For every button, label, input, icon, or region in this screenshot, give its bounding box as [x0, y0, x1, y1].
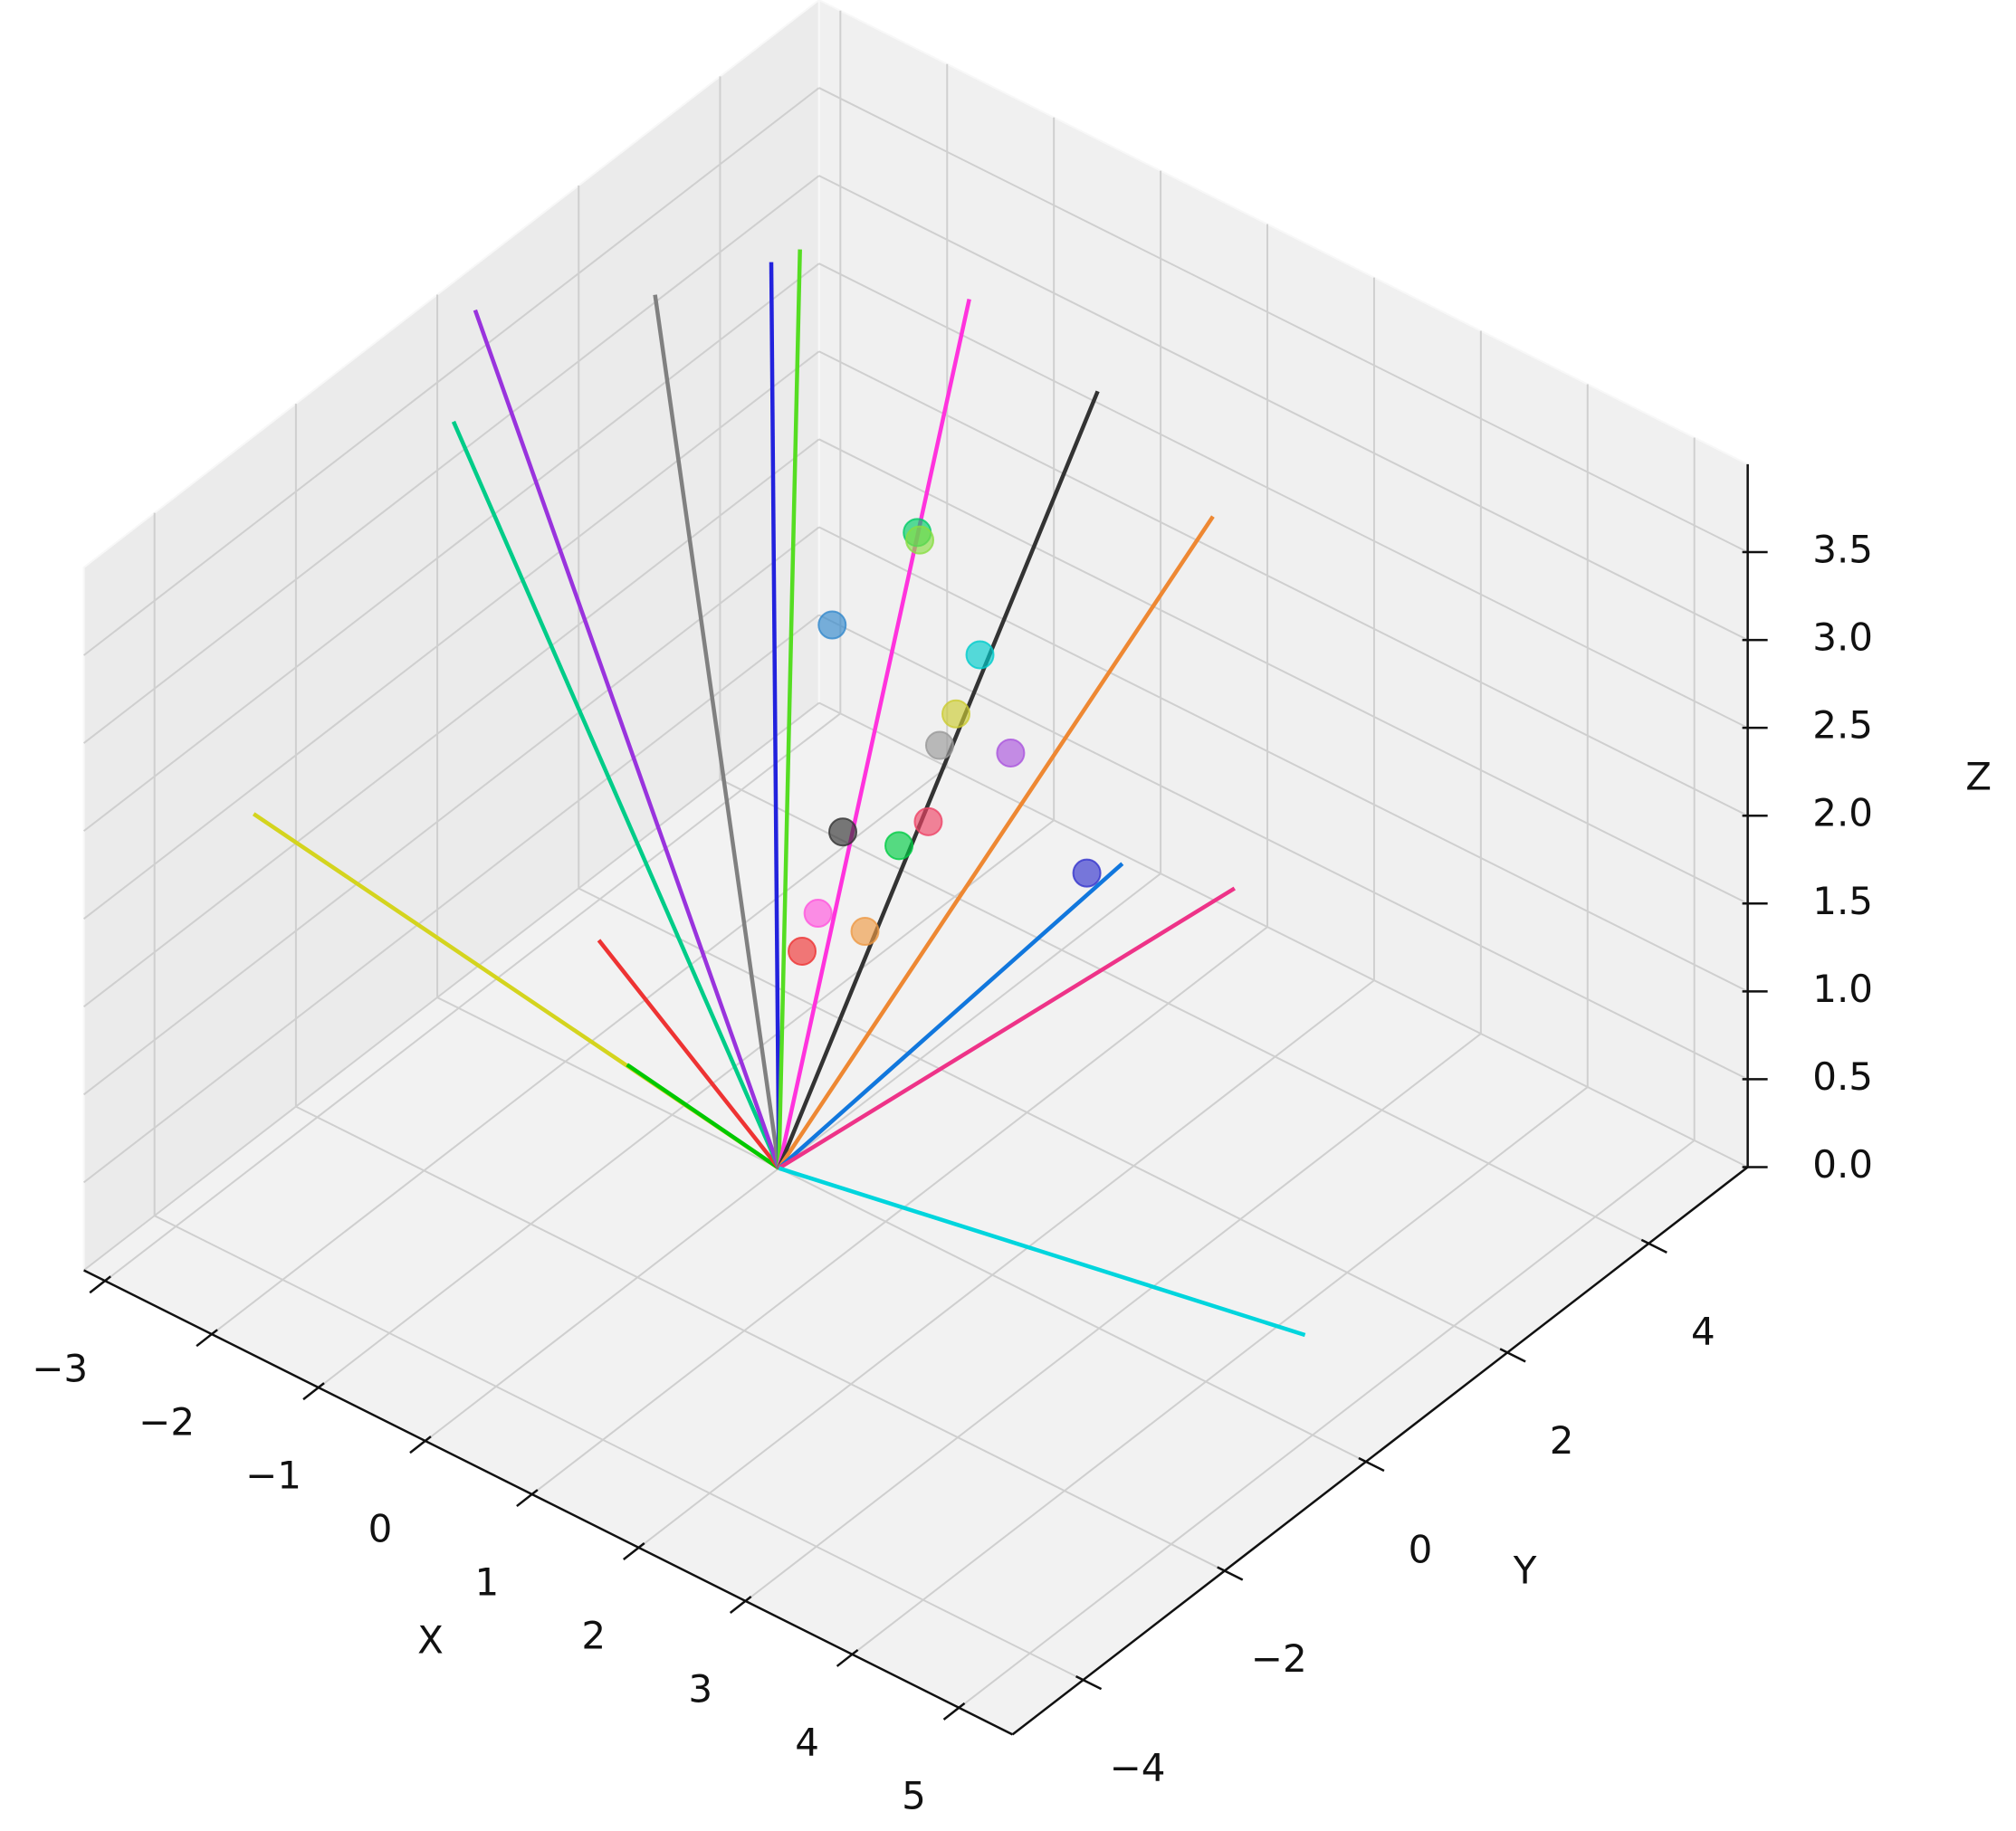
scatter-point — [884, 831, 914, 861]
line — [777, 862, 1124, 1170]
x-tick-label: −3 — [32, 1347, 88, 1391]
z-axis-label: Z — [1965, 755, 1992, 799]
grid-line — [83, 175, 820, 744]
line — [597, 939, 781, 1170]
grid-line — [83, 438, 820, 1008]
grid-line — [818, 175, 1749, 641]
x-tick — [836, 1648, 859, 1667]
x-tick — [409, 1435, 432, 1454]
y-axis-label: Y — [1513, 1548, 1537, 1592]
x-tick — [623, 1542, 645, 1561]
line — [777, 515, 1215, 1169]
z-tick-label: 0.0 — [1812, 1142, 1873, 1187]
grid-line — [818, 262, 1749, 730]
grid-line — [211, 766, 948, 1335]
x-tick-label: 5 — [902, 1773, 926, 1817]
line — [778, 886, 1236, 1170]
grid-line — [531, 926, 1268, 1495]
scatter-point — [817, 610, 847, 640]
x-tick — [516, 1489, 539, 1508]
line — [777, 390, 1100, 1169]
z-tick-label: 3.0 — [1812, 615, 1873, 660]
grid-line — [958, 1140, 1696, 1709]
scatter-point — [905, 525, 935, 555]
grid-line — [436, 997, 1367, 1463]
x-tick-label: 2 — [581, 1614, 606, 1658]
y-tick-label: 4 — [1691, 1309, 1715, 1353]
scatter-point — [803, 899, 833, 929]
x-axis-label: X — [417, 1617, 444, 1662]
x-tick-label: 1 — [474, 1560, 499, 1605]
scatter-point — [965, 640, 995, 670]
scatter-point — [941, 699, 971, 729]
scatter-point — [924, 730, 954, 760]
y-tick — [1358, 1456, 1385, 1473]
x-tick-label: 0 — [368, 1507, 393, 1551]
grid-line — [104, 712, 841, 1283]
grid-line — [83, 87, 820, 656]
y-tick-label: −2 — [1251, 1636, 1307, 1681]
grid-line — [83, 614, 820, 1184]
z-tick-label: 1.5 — [1812, 879, 1873, 923]
grid-line — [719, 778, 1649, 1245]
line — [626, 1063, 780, 1170]
y-tick — [1640, 1238, 1667, 1254]
grid-line — [295, 1105, 1226, 1572]
line — [769, 262, 781, 1168]
x-tick — [942, 1702, 966, 1721]
x-axis — [83, 1269, 1014, 1736]
line — [777, 249, 802, 1168]
scatter-point — [788, 936, 817, 966]
y-tick-label: 2 — [1550, 1418, 1574, 1463]
x-tick-label: 3 — [688, 1666, 712, 1711]
grid-line — [83, 262, 820, 832]
x-tick-label: −1 — [245, 1454, 301, 1498]
y-tick — [1217, 1566, 1244, 1581]
line — [653, 294, 781, 1169]
x-tick-label: 4 — [795, 1720, 819, 1764]
grid-line — [818, 701, 1749, 1168]
scatter-point — [828, 817, 858, 847]
scatter-point — [1072, 858, 1102, 888]
grid-line — [83, 701, 820, 1272]
grid-line — [852, 1086, 1589, 1655]
y-tick-label: 0 — [1409, 1527, 1433, 1571]
grid-line — [83, 526, 820, 1096]
grid-line — [154, 1215, 1084, 1682]
z-tick-label: 2.5 — [1812, 703, 1873, 748]
y-tick — [1499, 1348, 1526, 1363]
grid-line — [818, 526, 1749, 993]
x-tick — [196, 1329, 218, 1348]
grid-line — [83, 350, 820, 920]
line — [451, 420, 781, 1169]
grid-line — [818, 438, 1749, 905]
y-tick-label: −4 — [1110, 1746, 1166, 1790]
grid-line — [745, 1033, 1482, 1602]
x-tick — [729, 1596, 752, 1614]
line — [473, 309, 781, 1169]
scatter-point — [913, 806, 943, 836]
x-tick — [89, 1275, 111, 1294]
z-tick-label: 2.0 — [1812, 791, 1873, 835]
y-tick — [1075, 1674, 1103, 1691]
grid-line — [638, 979, 1375, 1549]
grid-line — [578, 887, 1508, 1354]
grid-line — [818, 87, 1749, 553]
grid-line — [818, 350, 1749, 817]
z-tick-label: 3.5 — [1812, 528, 1873, 572]
line — [777, 299, 971, 1169]
scatter-point — [850, 917, 880, 947]
y-axis — [1011, 1166, 1749, 1736]
scatter-point — [996, 738, 1026, 768]
z-tick-label: 0.5 — [1812, 1054, 1873, 1099]
z-tick-label: 1.0 — [1812, 967, 1873, 1011]
x-tick — [302, 1382, 325, 1401]
x-tick-label: −2 — [139, 1400, 195, 1445]
line — [778, 1166, 1306, 1338]
